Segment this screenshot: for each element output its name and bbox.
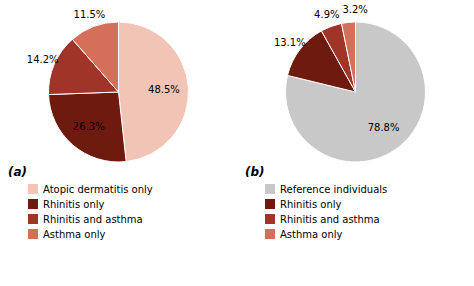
legend: Atopic dermatitis only Rhinitis only Rhini… [28, 184, 153, 240]
legend-label: Asthma only [43, 229, 106, 240]
legend-label: Rhinitis only [43, 199, 105, 210]
legend-swatch [28, 229, 38, 239]
legend-item: Rhinitis and asthma [265, 214, 380, 225]
legend-label: Rhinitis and asthma [280, 214, 380, 225]
legend-swatch [28, 214, 38, 224]
legend-label: Rhinitis and asthma [43, 214, 143, 225]
pie-slice [119, 22, 189, 162]
pie: 48.5% 26.3% 14.2% 11.5% [27, 9, 189, 162]
data-label: 26.3% [73, 121, 105, 132]
data-label: 78.8% [368, 122, 400, 133]
legend-item: Rhinitis and asthma [28, 214, 143, 225]
pie-slice [342, 22, 356, 92]
pie-panel: 78.8%13.1%4.9%3.2%(b)Reference individua… [245, 4, 426, 240]
legend-swatch [28, 184, 38, 194]
legend: Reference individuals Rhinitis only Rhinit… [265, 184, 387, 240]
legend-label: Rhinitis only [280, 199, 342, 210]
legend-item: Atopic dermatitis only [28, 184, 153, 195]
pie-panel: 48.5%26.3%14.2%11.5%(a)Atopic dermatitis… [8, 9, 188, 239]
legend-label: Asthma only [280, 229, 343, 240]
chart-title: (a) [8, 165, 27, 179]
legend-item: Rhinitis only [28, 199, 105, 210]
legend-swatch [265, 214, 275, 224]
legend-item: Rhinitis only [265, 199, 342, 210]
data-label: 48.5% [148, 84, 180, 95]
legend-item: Reference individuals [265, 184, 387, 195]
data-label: 4.9% [314, 9, 339, 20]
chart-title: (b) [245, 165, 265, 179]
pie-slice [286, 22, 426, 162]
pie: 78.8% 13.1% 4.9%3.2% [274, 4, 426, 162]
legend-item: Asthma only [28, 229, 106, 240]
data-label: 13.1% [274, 36, 306, 47]
legend-swatch [265, 184, 275, 194]
pie-slice [72, 22, 118, 92]
legend-swatch [265, 229, 275, 239]
data-label: 3.2% [342, 4, 367, 15]
legend-swatch [28, 199, 38, 209]
legend-label: Reference individuals [280, 184, 387, 195]
pie-slice [49, 92, 127, 162]
chart-root: 48.5%26.3%14.2%11.5%(a)Atopic dermatitis… [0, 0, 474, 286]
data-label: 11.5% [74, 9, 106, 20]
legend-item: Asthma only [265, 229, 343, 240]
legend-swatch [265, 199, 275, 209]
legend-label: Atopic dermatitis only [43, 184, 153, 195]
data-label: 14.2% [27, 54, 59, 65]
